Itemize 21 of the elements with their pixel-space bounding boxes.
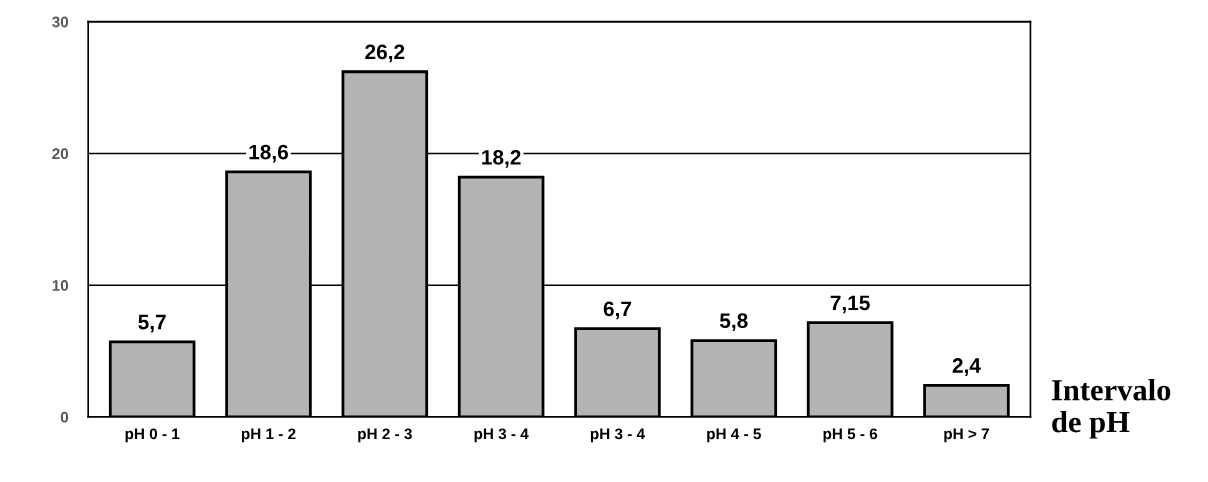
data-label: 26,2 <box>365 44 405 63</box>
x-tick-label: pH 3 - 4 <box>474 428 529 443</box>
y-tick-label: 0 <box>60 411 69 423</box>
data-label: 5,7 <box>138 314 166 333</box>
data-label: 7,15 <box>830 295 870 314</box>
x-axis-title: Intervalo de pH <box>1051 378 1171 439</box>
x-tick-label: pH > 7 <box>944 428 989 443</box>
data-label: 18,6 <box>249 144 289 163</box>
y-tick-label: 10 <box>52 280 69 291</box>
y-tick-label: 30 <box>52 16 69 28</box>
y-tick-label: 20 <box>52 148 69 160</box>
data-label: 6,7 <box>603 301 632 320</box>
x-tick-label: pH 2 - 3 <box>358 428 412 443</box>
x-tick-label: pH 0 - 1 <box>125 428 180 443</box>
x-tick-label: pH 3 - 4 <box>590 428 645 443</box>
x-tick-label: pH 5 - 6 <box>823 428 878 443</box>
x-tick-label: pH 4 - 5 <box>707 428 761 443</box>
data-label: 5,8 <box>719 313 748 332</box>
data-label: 18,2 <box>482 149 521 168</box>
x-tick-label: pH 1 - 2 <box>241 428 296 443</box>
data-label: 2,4 <box>952 358 981 376</box>
